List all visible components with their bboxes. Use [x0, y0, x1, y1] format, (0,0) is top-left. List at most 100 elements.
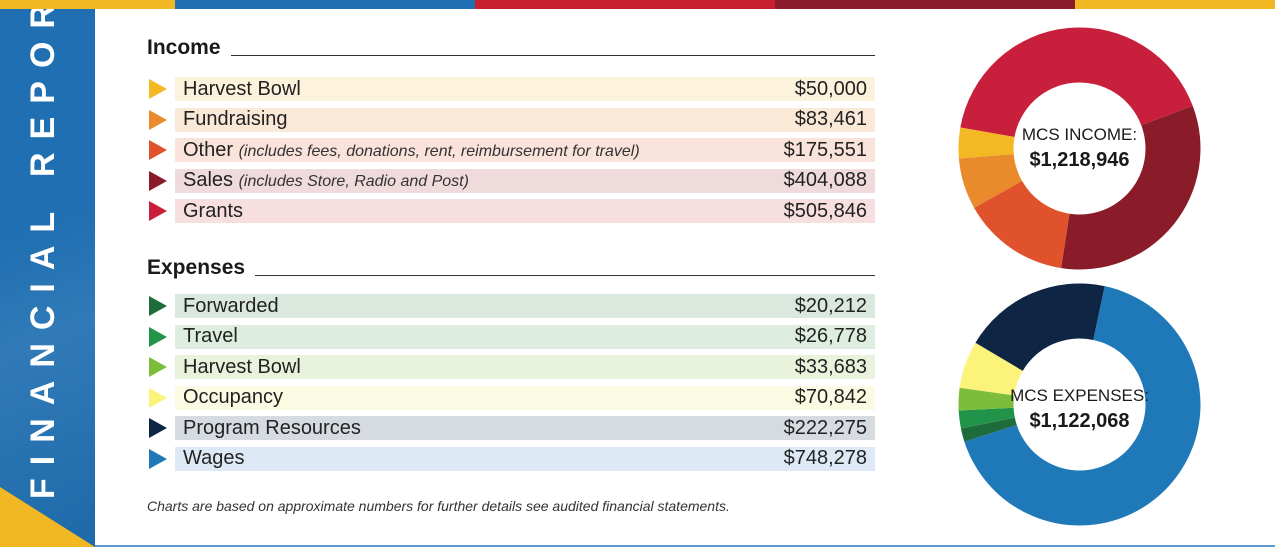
- row-name: Sales: [183, 169, 239, 192]
- expenses-row: Program Resources $222,275: [147, 416, 875, 441]
- banner-title: FINANCIAL REPORT: [24, 9, 62, 499]
- row-name: Other: [183, 138, 239, 161]
- row-note: (includes fees, donations, rent, reimbur…: [238, 142, 640, 160]
- income-heading: Income: [147, 36, 875, 60]
- expenses-heading-label: Expenses: [147, 256, 246, 279]
- stripe-segment: [475, 0, 775, 9]
- row-name: Program Resources: [183, 416, 361, 439]
- expenses-donut-svg: [958, 283, 1201, 526]
- side-banner: FINANCIAL REPORT: [0, 9, 95, 547]
- row-background: [175, 199, 875, 224]
- row-background: [175, 138, 875, 163]
- donut-slice-travel: [958, 407, 1015, 429]
- stripe-segment: [175, 0, 475, 9]
- triangle-bullet-icon: [149, 387, 167, 408]
- row-name: Fundraising: [183, 108, 288, 131]
- expenses-row: Travel $26,778: [147, 324, 875, 349]
- income-row: Fundraising $83,461: [147, 107, 875, 132]
- row-amount: $26,778: [794, 325, 867, 348]
- donut-slice-wages: [964, 286, 1201, 526]
- row-name: Wages: [183, 447, 245, 470]
- row-name: Travel: [183, 325, 238, 348]
- income-donut-caption: MCS INCOME:: [1021, 125, 1138, 144]
- banner-accent-triangle: [0, 487, 95, 547]
- expenses-list: Forwarded $20,212 Travel $26,778 Harvest Bow…: [147, 294, 875, 478]
- income-donut-svg: [958, 27, 1201, 270]
- triangle-bullet-icon: [149, 170, 167, 191]
- expenses-row: Harvest Bowl $33,683: [147, 355, 875, 380]
- row-amount: $20,212: [794, 294, 867, 317]
- row-label: Other (includes fees, donations, rent, r…: [183, 139, 640, 162]
- income-donut-label: MCS INCOME: $1,218,946: [958, 125, 1201, 172]
- donut-slice-grants: [960, 27, 1193, 138]
- row-label: Program Resources: [183, 417, 361, 440]
- triangle-bullet-icon: [149, 79, 167, 99]
- row-label: Sales (includes Store, Radio and Post): [183, 169, 469, 192]
- row-background: [175, 385, 875, 410]
- banner-shade: [0, 9, 95, 547]
- donut-slice-harvest-bowl: [958, 387, 1015, 411]
- row-background: [175, 446, 875, 471]
- triangle-bullet-icon: [149, 326, 167, 347]
- triangle-bullet-icon: [149, 140, 167, 161]
- row-label: Travel: [183, 325, 238, 348]
- income-donut-total: $1,218,946: [1029, 149, 1130, 171]
- row-amount: $505,846: [783, 199, 867, 222]
- income-row: Grants $505,846: [147, 199, 875, 224]
- row-name: Harvest Bowl: [183, 77, 301, 100]
- triangle-bullet-icon: [149, 448, 167, 469]
- triangle-bullet-icon: [149, 201, 167, 222]
- row-name: Forwarded: [183, 294, 279, 317]
- donut-slice-fundraising: [958, 153, 1023, 208]
- row-name: Grants: [183, 199, 244, 222]
- row-background: [175, 324, 875, 349]
- expenses-row: Wages $748,278: [147, 446, 875, 471]
- bottom-rule: [95, 545, 1275, 547]
- triangle-bullet-icon: [149, 418, 167, 439]
- triangle-bullet-icon: [149, 296, 167, 316]
- row-background: [175, 168, 875, 193]
- income-row: Sales (includes Store, Radio and Post) $4…: [147, 168, 875, 193]
- income-donut-chart: MCS INCOME: $1,218,946: [958, 27, 1201, 270]
- donut-slice-occupancy: [959, 342, 1023, 396]
- income-heading-rule: [230, 55, 875, 56]
- row-label: Forwarded: [183, 295, 279, 318]
- row-amount: $175,551: [783, 138, 867, 161]
- top-color-stripe: [0, 0, 1275, 9]
- donut-slice-other: [974, 180, 1070, 269]
- row-label: Occupancy: [183, 386, 283, 409]
- expenses-row: Occupancy $70,842: [147, 385, 875, 410]
- row-amount: $83,461: [794, 108, 867, 131]
- expenses-donut-total: $1,122,068: [1029, 410, 1130, 432]
- expenses-donut-chart: MCS EXPENSES: $1,122,068: [958, 283, 1201, 526]
- footnote: Charts are based on approximate numbers …: [147, 498, 730, 514]
- row-label: Wages: [183, 447, 245, 470]
- row-background: [175, 107, 875, 132]
- stripe-segment: [0, 0, 175, 9]
- income-row: Other (includes fees, donations, rent, r…: [147, 138, 875, 163]
- row-label: Grants: [183, 200, 243, 223]
- donut-slice-harvest-bowl: [958, 127, 1015, 159]
- row-label: Harvest Bowl: [183, 78, 301, 101]
- row-background: [175, 416, 875, 441]
- row-amount: $404,088: [783, 169, 867, 192]
- row-amount: $50,000: [794, 77, 867, 100]
- row-name: Harvest Bowl: [183, 355, 301, 378]
- expenses-row: Forwarded $20,212: [147, 294, 875, 318]
- income-heading-label: Income: [147, 36, 221, 59]
- stripe-segment: [1075, 0, 1275, 9]
- row-background: [175, 77, 875, 101]
- donut-slice-forwarded: [960, 417, 1017, 442]
- row-name: Occupancy: [183, 386, 284, 409]
- expenses-donut-label: MCS EXPENSES: $1,122,068: [958, 386, 1201, 433]
- stripe-segment: [775, 0, 1075, 9]
- row-label: Fundraising: [183, 108, 288, 131]
- expenses-donut-caption: MCS EXPENSES:: [1010, 386, 1149, 405]
- row-label: Harvest Bowl: [183, 356, 301, 379]
- expenses-heading-rule: [255, 275, 875, 276]
- income-row: Harvest Bowl $50,000: [147, 77, 875, 101]
- donut-slice-sales: [1061, 105, 1201, 270]
- row-amount: $70,842: [794, 386, 867, 409]
- row-note: (includes Store, Radio and Post): [238, 173, 469, 191]
- row-amount: $33,683: [794, 355, 867, 378]
